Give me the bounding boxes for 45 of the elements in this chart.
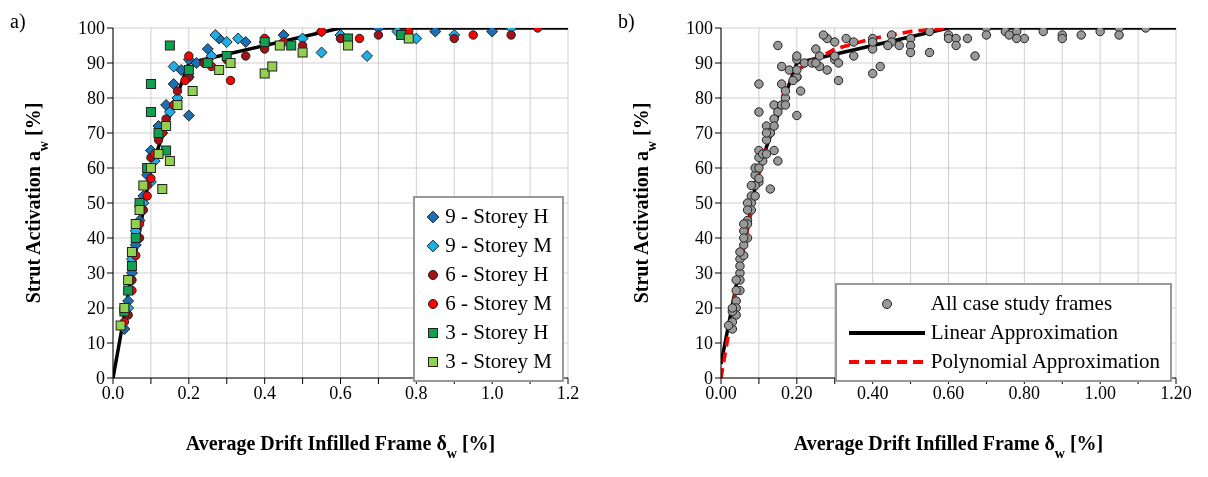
x-tick-label: 0.40 bbox=[856, 382, 889, 403]
legend-label: 3 - Storey H bbox=[445, 319, 549, 346]
legend-label: 6 - Storey H bbox=[445, 261, 549, 288]
y-tick-label: 70 bbox=[695, 123, 713, 144]
y-tick-label: 60 bbox=[695, 158, 713, 179]
x-tick-label: 0.4 bbox=[253, 382, 276, 403]
y-tick-label: 90 bbox=[87, 53, 105, 74]
y-tick-label: 30 bbox=[87, 263, 105, 284]
x-tick-label: 0.20 bbox=[781, 382, 813, 403]
y-tick-label: 30 bbox=[695, 263, 713, 284]
x-tick-label: 1.00 bbox=[1084, 382, 1116, 403]
x-tick-label: 0.8 bbox=[405, 382, 428, 403]
y-tick-label: 40 bbox=[87, 228, 105, 249]
y-tick-label: 50 bbox=[695, 193, 713, 214]
y-tick-label: 70 bbox=[87, 123, 105, 144]
legend-label: 9 - Storey H bbox=[445, 203, 549, 230]
legend-label: Linear Approximation bbox=[930, 319, 1118, 346]
legend-label: Polynomial Approximation bbox=[930, 348, 1160, 375]
x-axis-title: Average Drift Infilled Frame δ$_{w}$ [%] bbox=[185, 432, 496, 461]
x-tick-label: 1.2 bbox=[556, 382, 580, 403]
x-tick-label: 0.6 bbox=[329, 382, 352, 403]
y-tick-label: 10 bbox=[695, 333, 713, 354]
legend-label: 3 - Storey M bbox=[445, 348, 552, 375]
y-tick-label: 10 bbox=[87, 333, 105, 354]
y-tick-label: 100 bbox=[686, 18, 713, 39]
y-tick-label: 60 bbox=[87, 158, 105, 179]
legend-label: All case study frames bbox=[930, 290, 1113, 317]
x-axis-title: Average Drift Infilled Frame δ$_{w}$ [%] bbox=[793, 432, 1104, 461]
y-tick-label: 100 bbox=[78, 18, 105, 39]
y-tick-label: 80 bbox=[87, 88, 105, 109]
y-tick-label: 90 bbox=[695, 53, 713, 74]
y-tick-label: 20 bbox=[695, 298, 713, 319]
chart-title: b) bbox=[618, 10, 635, 33]
y-tick-label: 20 bbox=[87, 298, 105, 319]
x-tick-label: 1.20 bbox=[1160, 382, 1192, 403]
x-tick-label: 0.2 bbox=[177, 382, 201, 403]
x-tick-label: 0.60 bbox=[932, 382, 965, 403]
chart-title: a) bbox=[10, 10, 26, 33]
x-tick-label: 1.0 bbox=[480, 382, 504, 403]
y-tick-label: 80 bbox=[695, 88, 713, 109]
y-tick-label: 50 bbox=[87, 193, 105, 214]
x-tick-label: 0.80 bbox=[1008, 382, 1041, 403]
legend-label: 6 - Storey M bbox=[445, 290, 552, 317]
legend-label: 9 - Storey M bbox=[445, 232, 552, 259]
y-tick-label: 40 bbox=[695, 228, 713, 249]
